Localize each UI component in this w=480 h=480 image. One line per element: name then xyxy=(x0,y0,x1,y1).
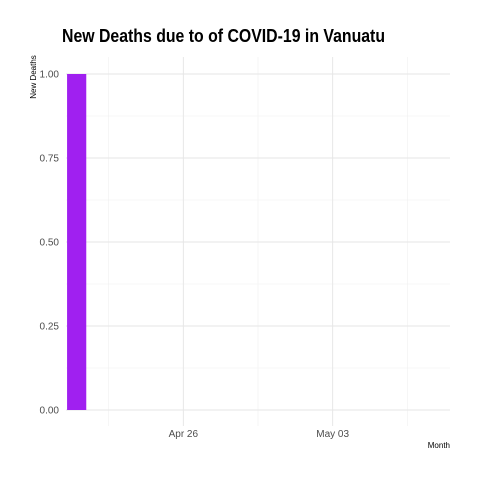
x-tick-label: Apr 26 xyxy=(169,429,199,440)
y-tick-label: 1.00 xyxy=(40,70,60,81)
x-axis-title: Month xyxy=(428,441,450,450)
chart-title: New Deaths due to of COVID-19 in Vanuatu xyxy=(62,26,386,46)
y-tick-label: 0.25 xyxy=(40,322,60,333)
y-axis-title: New Deaths xyxy=(29,55,38,99)
y-axis-ticks: 0.00 0.25 0.50 0.75 1.00 xyxy=(40,70,60,417)
y-tick-label: 0.00 xyxy=(40,406,60,417)
major-gridlines xyxy=(66,57,450,426)
y-tick-label: 0.50 xyxy=(40,238,60,249)
bars xyxy=(67,74,87,410)
bar xyxy=(67,74,87,410)
x-axis-ticks: Apr 26 May 03 xyxy=(169,429,350,440)
x-tick-label: May 03 xyxy=(316,429,349,440)
minor-gridlines xyxy=(66,57,450,426)
y-tick-label: 0.75 xyxy=(40,154,60,165)
